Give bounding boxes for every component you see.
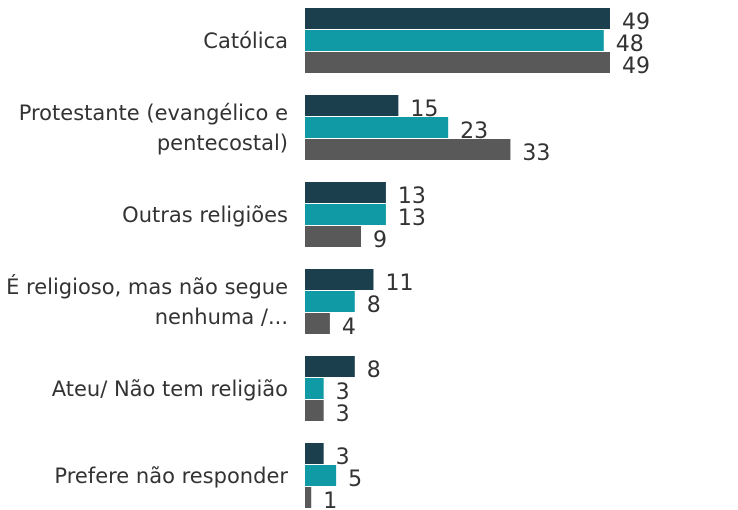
- bar: [305, 52, 610, 73]
- value-label: 3: [336, 380, 350, 405]
- value-label: 8: [367, 293, 381, 318]
- category-label: É religioso, mas não segue nenhuma /...: [6, 275, 288, 329]
- category-label: Protestante (evangélico e pentecostal): [18, 101, 288, 155]
- value-label: 13: [398, 184, 426, 209]
- value-label: 3: [336, 402, 350, 427]
- category-label: Ateu/ Não tem religião: [51, 377, 288, 401]
- bar: [305, 356, 355, 377]
- value-label: 3: [336, 445, 350, 470]
- bar: [305, 139, 511, 160]
- value-label: 9: [373, 228, 387, 253]
- bar: [305, 30, 604, 51]
- bar: [305, 443, 324, 464]
- value-label: 1: [323, 489, 337, 510]
- bar: [305, 313, 330, 334]
- value-label: 48: [616, 32, 644, 57]
- bar: [305, 8, 610, 29]
- value-label: 11: [385, 271, 413, 296]
- bar: [305, 182, 386, 203]
- value-label: 49: [622, 10, 650, 35]
- value-label: 13: [398, 206, 426, 231]
- bar: [305, 95, 399, 116]
- value-label: 4: [342, 315, 356, 340]
- bar: [305, 204, 386, 225]
- category-label: Prefere não responder: [54, 464, 288, 488]
- value-label: 49: [622, 54, 650, 79]
- bar: [305, 487, 312, 508]
- bar: [305, 226, 362, 247]
- bar: [305, 400, 324, 421]
- bar: [305, 269, 374, 290]
- value-label: 5: [348, 467, 362, 492]
- value-label: 33: [522, 141, 550, 166]
- value-label: 8: [367, 358, 381, 383]
- bar: [305, 378, 324, 399]
- bar: [305, 291, 355, 312]
- bar: [305, 465, 337, 486]
- bar: [305, 117, 449, 138]
- category-label: Outras religiões: [122, 203, 288, 227]
- category-label: Católica: [203, 29, 288, 53]
